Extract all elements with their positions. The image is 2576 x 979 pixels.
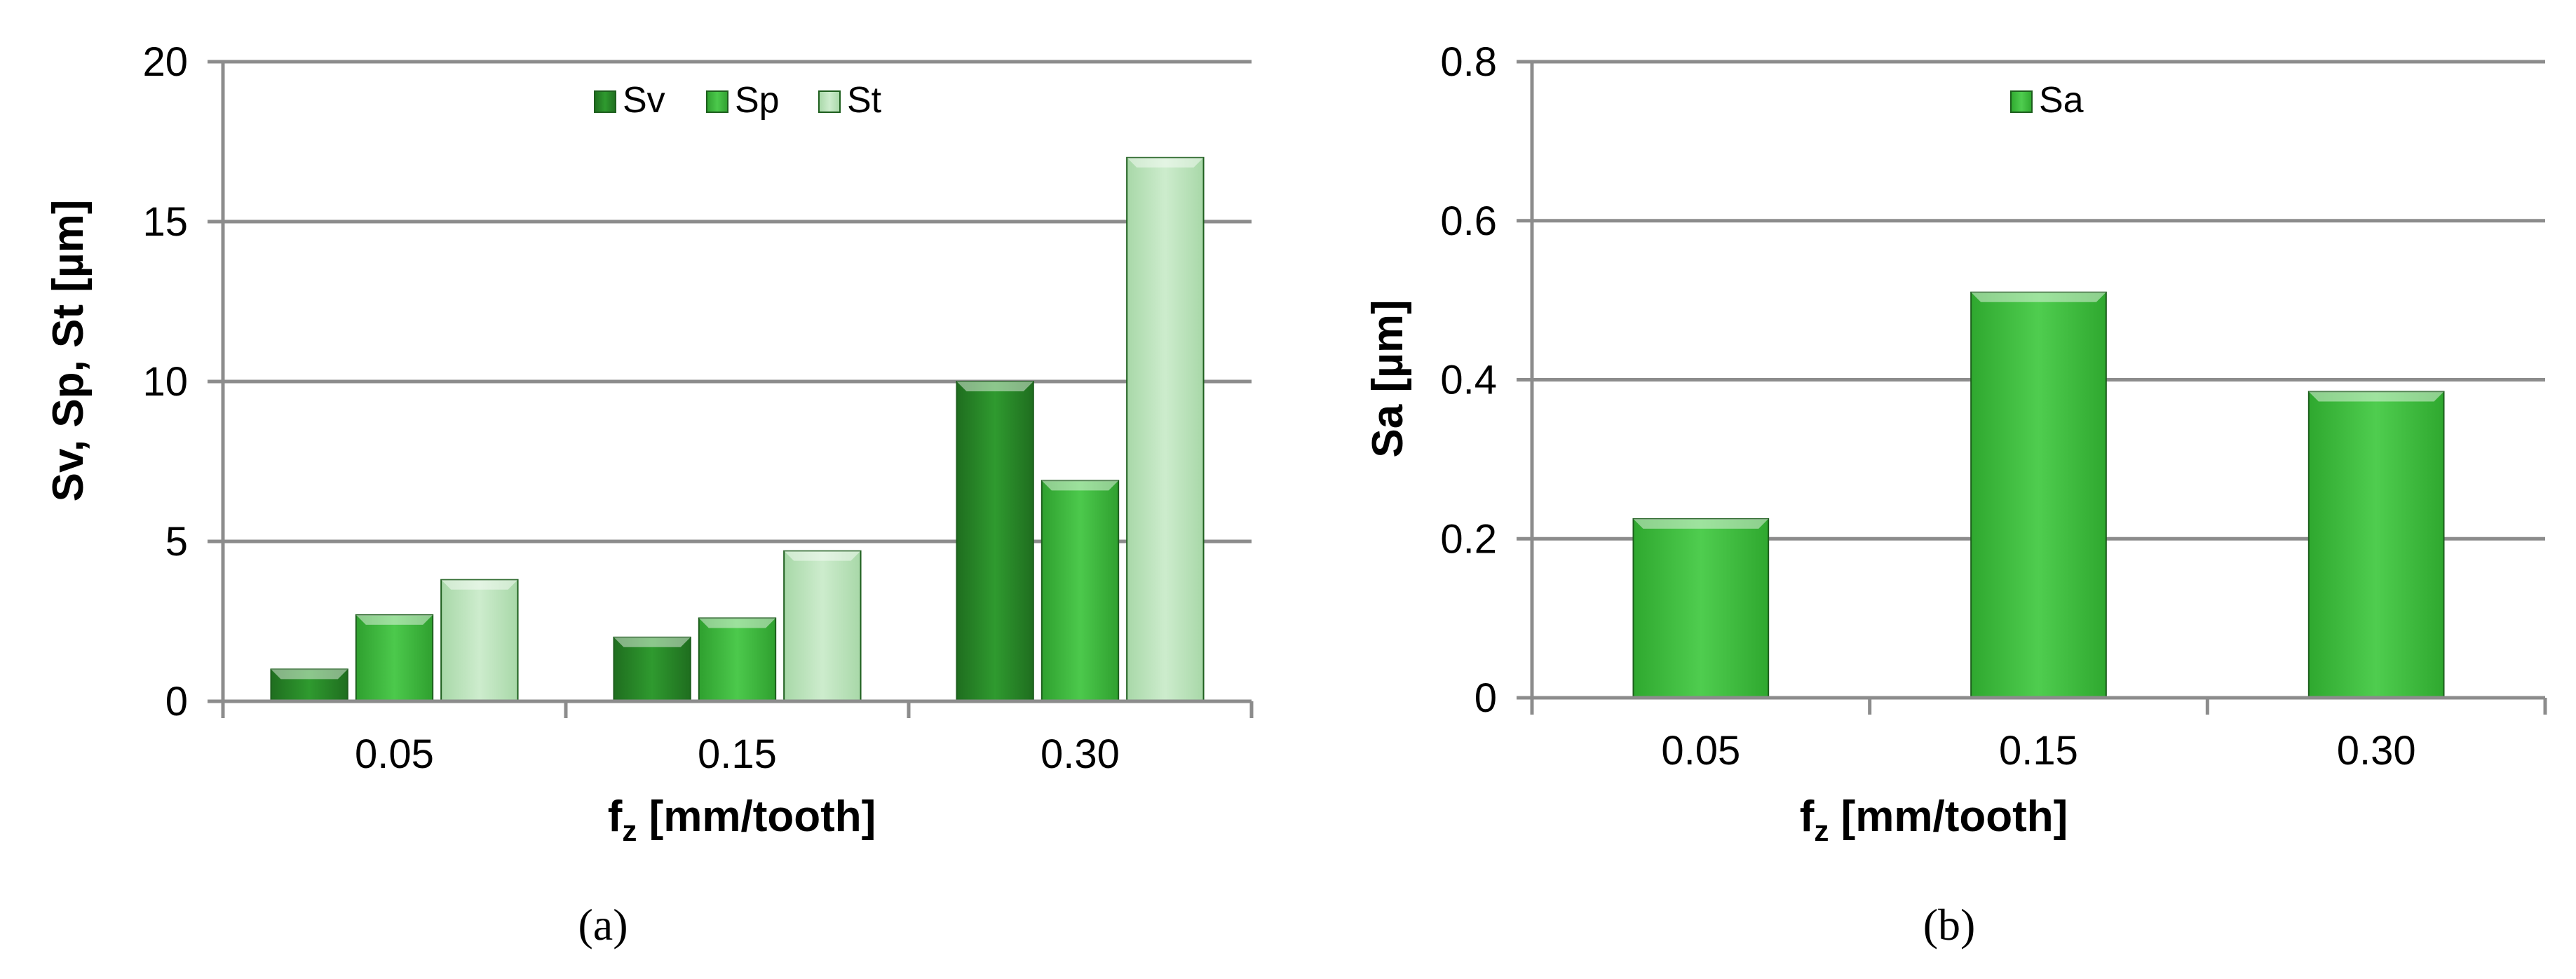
y-tick-label: 10	[142, 359, 188, 405]
y-tick-label: 0	[165, 679, 188, 724]
bar-st-0.30	[1126, 156, 1205, 703]
bar-sv-0.05	[270, 668, 348, 703]
legend-item-sa: Sa	[2010, 80, 2084, 121]
legend-swatch	[2010, 90, 2033, 113]
legend-swatch	[706, 90, 728, 113]
y-tick-label: 5	[165, 519, 188, 565]
y-axis-title: Sa [µm]	[1364, 299, 1412, 457]
x-axis-title: fz [mm/tooth]	[608, 792, 876, 847]
y-tick-label: 0.4	[1440, 358, 1497, 403]
legend-label: St	[847, 80, 882, 121]
bar-sa-0.05	[1632, 518, 1770, 698]
gridlines	[223, 60, 1252, 543]
legend-item-sv: Sv	[594, 80, 665, 121]
legend-item-st: St	[818, 80, 882, 121]
bar-st-0.05	[440, 579, 519, 702]
x-tick-label: 0.30	[1040, 731, 1120, 777]
chart-a: 0 5 10 15 20 0.05 0.15 0.30 Sv Sp St Sv, Sp, St …	[44, 39, 1254, 950]
legend-label: Sa	[2039, 80, 2084, 121]
legend-label: Sp	[735, 80, 780, 121]
chart-b: 0 0.2 0.4 0.6 0.8 0.05 0.15 0.30 Sa Sa [µm] fz…	[1364, 39, 2547, 950]
legend-swatch	[818, 90, 841, 113]
bar-sp-0.15	[698, 617, 777, 702]
bar-sp-0.30	[1040, 480, 1120, 702]
caption-b: (b)	[1923, 900, 1976, 950]
bars	[1632, 291, 2445, 699]
axes	[1517, 60, 2547, 715]
bars	[270, 156, 1205, 703]
y-tick-labels: 0 5 10 15 20	[142, 39, 188, 724]
y-tick-label: 0	[1475, 675, 1497, 721]
x-tick-labels: 0.05 0.15 0.30	[355, 731, 1120, 777]
x-tick-label: 0.15	[698, 731, 777, 777]
legend: Sv Sp St	[594, 80, 882, 121]
x-tick-label: 0.05	[355, 731, 434, 777]
bar-st-0.15	[783, 550, 862, 702]
y-tick-label: 0.6	[1440, 198, 1497, 244]
legend: Sa	[2010, 80, 2084, 121]
axes	[208, 60, 1254, 718]
x-tick-labels: 0.05 0.15 0.30	[1661, 728, 2415, 774]
legend-item-sp: Sp	[706, 80, 780, 121]
y-tick-label: 0.8	[1440, 39, 1497, 85]
x-tick-label: 0.05	[1661, 728, 1740, 774]
bar-sv-0.15	[613, 636, 691, 702]
caption-a: (a)	[578, 900, 628, 950]
y-tick-label: 20	[142, 39, 188, 85]
y-tick-label: 0.2	[1440, 516, 1497, 562]
bar-sa-0.15	[1970, 291, 2107, 699]
bar-sv-0.30	[956, 381, 1034, 702]
x-tick-label: 0.30	[2337, 728, 2416, 774]
bar-sp-0.05	[355, 614, 434, 703]
x-axis-title: fz [mm/tooth]	[1800, 792, 2068, 847]
y-axis-title: Sv, Sp, St [µm]	[44, 200, 93, 502]
legend-label: Sv	[623, 80, 665, 121]
y-tick-labels: 0 0.2 0.4 0.6 0.8	[1440, 39, 1497, 721]
y-tick-label: 15	[142, 199, 188, 245]
legend-swatch	[594, 90, 616, 113]
bar-sa-0.30	[2307, 391, 2445, 698]
x-tick-label: 0.15	[1999, 728, 2078, 774]
